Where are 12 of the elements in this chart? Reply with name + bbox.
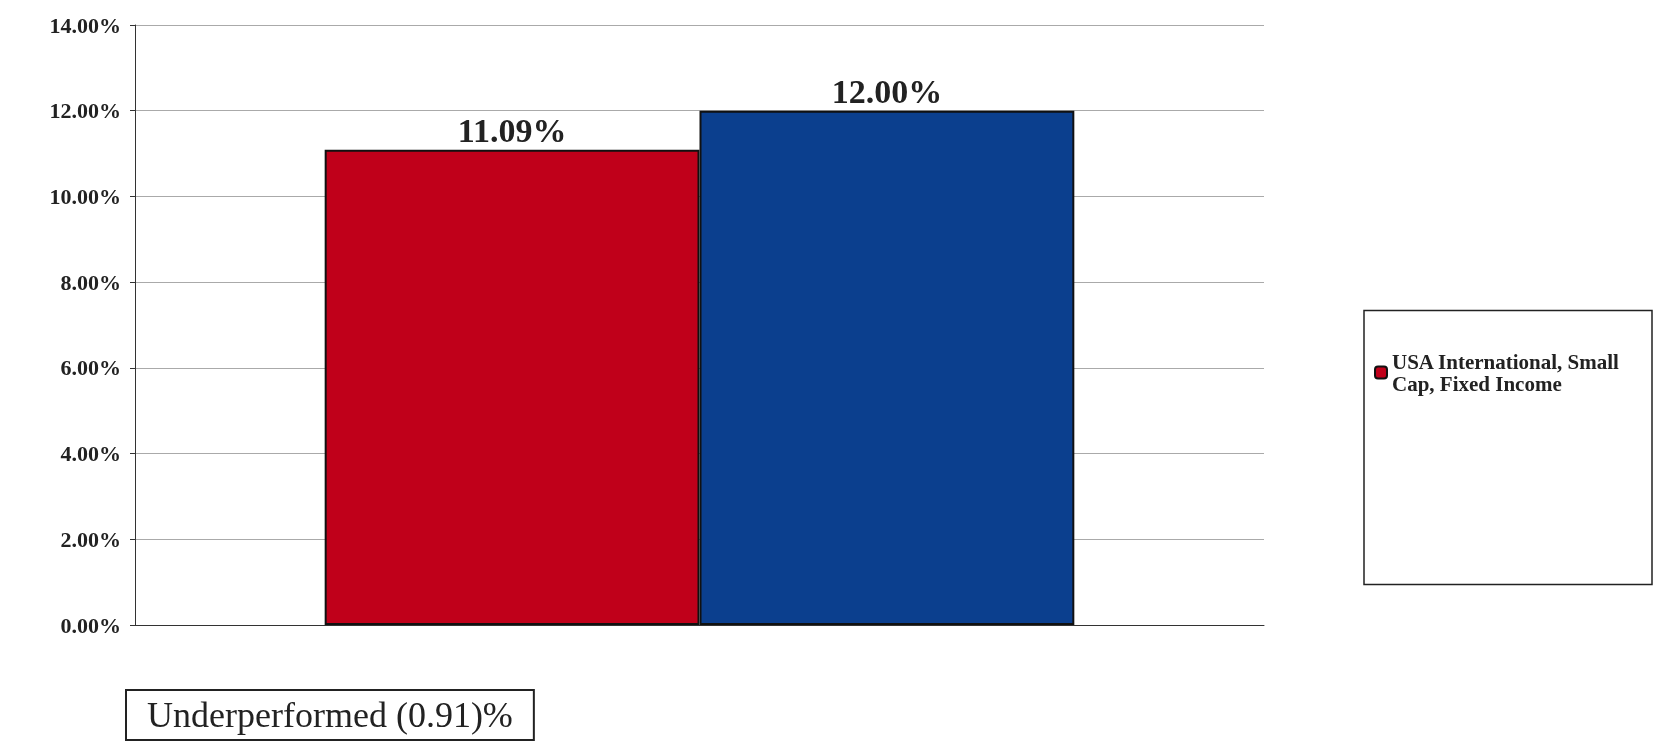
text: Underperformed (0.91)% (147, 695, 513, 735)
y-tick-label: 14.00% (49, 12, 121, 38)
data-label: 12.00% (831, 73, 943, 111)
y-tick-label: 8.00% (60, 269, 121, 295)
data-label: 11.09% (457, 112, 567, 150)
y-tick-label: 10.00% (49, 183, 121, 209)
legend-label: USA International, Small Cap, Fixed Income (1392, 349, 1625, 396)
y-tick-label: 6.00% (60, 355, 121, 381)
y-tick-label: 4.00% (60, 441, 121, 467)
y-tick-label: 0.00% (60, 612, 121, 638)
y-tick-label: 2.00% (60, 526, 121, 552)
y-tick-label: 12.00% (49, 98, 121, 124)
